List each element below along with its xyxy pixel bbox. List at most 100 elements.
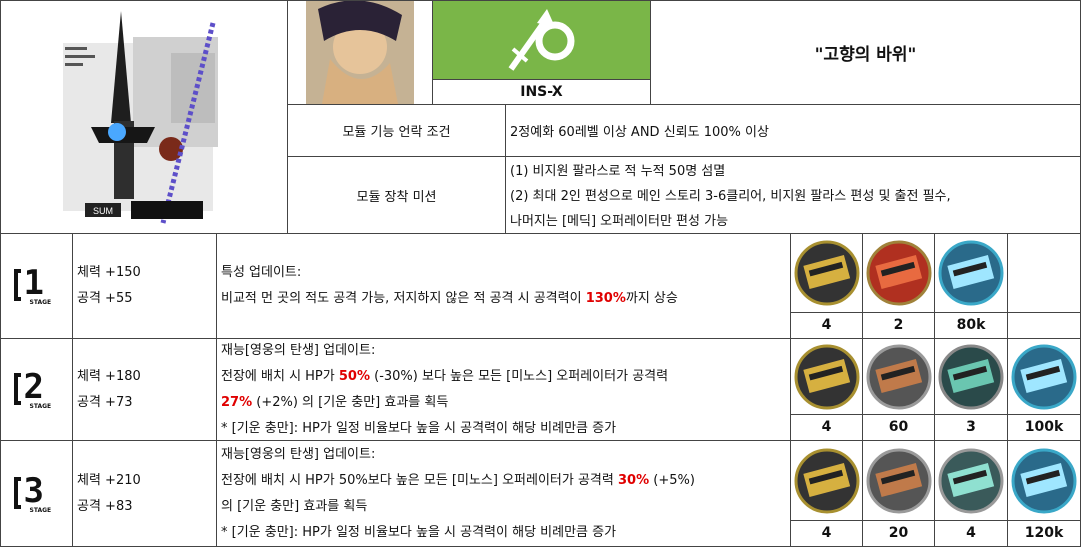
stage-word: STAGE [29,299,52,306]
material-cell-1-2: 2 [862,233,935,339]
mission-label-box: 모듈 장착 미션 [287,156,506,234]
desc-text: (+5%) [649,472,695,488]
desc-text: 까지 상승 [625,291,678,306]
material-cell-3-1: 4 [790,440,863,547]
stage-desc-2: 재능[영웅의 탄생] 업데이트: 전장에 배치 시 HP가 50% (-30%) … [216,338,791,441]
unlock-label-box: 모듈 기능 언락 조건 [287,104,506,157]
stat-atk: 공격 +55 [77,291,133,306]
desc-line-2: 전장에 배치 시 HP가 50%보다 높은 모든 [미노스] 오퍼레이터가 공격… [221,468,786,494]
material-count: 3 [935,414,1007,440]
module-data-block-icon [794,448,859,513]
material-icon-wrap [863,234,934,312]
data-supplement-instrument-icon [866,448,931,513]
desc-line-4: * [기운 충만]: HP가 일정 비율보다 높을 시 공격력이 해당 비례만큼… [221,420,617,436]
material-count: 4 [935,520,1007,546]
mission-material-icon [866,240,931,306]
stage-bracket-left [13,476,21,509]
stage-stats-1: 체력 +150 공격 +55 [72,233,217,339]
material-count: 120k [1008,520,1080,546]
module-title-box: "고향의 바위" [650,0,1081,105]
stage-stats-2: 체력 +180 공격 +73 [72,338,217,441]
material-count: 2 [863,312,934,338]
desc-highlight: 50% [338,368,370,384]
material-icon-wrap [863,339,934,414]
material-cell-3-4: 120k [1007,440,1081,547]
material-count: 20 [863,520,934,546]
mission-line-1: (1) 비지원 팔라스로 적 누적 50명 섬멸 [510,164,726,179]
desc-text: (+2%) 의 [기운 충만] 효과를 획득 [252,394,449,410]
unlock-value-box: 2정예화 60레벨 이상 AND 신뢰도 100% 이상 [505,104,1081,157]
operator-portrait-image [288,1,432,104]
material-icon-wrap [935,441,1007,520]
material-icon-wrap [1008,441,1080,520]
material-icon-wrap [863,441,934,520]
material-cell-1-4 [1007,233,1081,339]
material-icon-wrap [935,234,1007,312]
stage-bracket-left [13,269,21,301]
artwork-box: SUM [0,0,288,234]
stage-word: STAGE [29,402,52,410]
material-cell-1-1: 4 [790,233,863,339]
stage-badge-mark: 3 STAGE [13,471,60,517]
stage-badge-3: 3 STAGE [0,440,73,547]
material-cell-3-3: 4 [934,440,1008,547]
desc-line-3: 27% (+2%) 의 [기운 충만] 효과를 획득 [221,390,786,416]
material-count: 4 [791,312,862,338]
desc-text: 의 [기운 충만] 효과를 획득 [221,498,368,514]
material-count: 100k [1008,414,1080,440]
material-cell-2-1: 4 [790,338,863,441]
lmd-ticket-icon [938,240,1004,306]
unlock-value: 2정예화 60레벨 이상 AND 신뢰도 100% 이상 [510,125,769,140]
desc-text: (-30%) 보다 높은 모든 [미노스] 오퍼레이터가 공격력 [370,368,669,384]
data-supplement-stick-icon [866,344,931,409]
material-icon-wrap [1008,234,1080,312]
lmd-ticket-icon [1011,344,1077,409]
material-cell-3-2: 20 [862,440,935,547]
module-logo-area [433,1,650,79]
stage-badge-mark: 2 STAGE [13,366,60,413]
desc-text: 비교적 먼 곳의 적도 공격 가능, 저지하지 않은 적 공격 시 공격력이 [221,291,586,306]
desc-highlight: 130% [585,291,626,306]
desc-highlight: 27% [221,394,253,410]
empty-icon [1011,240,1077,306]
desc-line-1: 재능[영웅의 탄생] 업데이트: [221,342,376,358]
mission-line-2: (2) 최대 2인 편성으로 메인 스토리 3-6클리어, 비지원 팔라스 편성… [510,189,951,204]
desc-line-2: 전장에 배치 시 HP가 50% (-30%) 보다 높은 모든 [미노스] 오… [221,364,786,390]
desc-text: 전장에 배치 시 HP가 50%보다 높은 모든 [미노스] 오퍼레이터가 공격… [221,472,618,488]
mission-label: 모듈 장착 미션 [356,189,437,205]
stage-number: 2 [23,366,44,407]
material-icon-wrap [1008,339,1080,414]
module-code: INS-X [433,79,650,105]
crystal-electronic-unit-icon [938,448,1004,513]
stat-hp: 체력 +180 [77,368,141,384]
desc-line-1: 재능[영웅의 탄생] 업데이트: [221,446,376,462]
unlock-label: 모듈 기능 언락 조건 [342,125,451,140]
material-icon-wrap [791,339,862,414]
portrait-box [287,0,433,105]
material-cell-2-3: 3 [934,338,1008,441]
material-cell-1-3: 80k [934,233,1008,339]
desc-text: 전장에 배치 시 HP가 [221,368,339,384]
stage-desc-3: 재능[영웅의 탄생] 업데이트: 전장에 배치 시 HP가 50%보다 높은 모든… [216,440,791,547]
crystal-circuit-icon [938,344,1004,409]
material-count: 80k [935,312,1007,338]
stat-atk: 공격 +73 [77,394,133,410]
module-data-block-icon [794,240,859,306]
material-count: 4 [791,414,862,440]
stage-number: 1 [23,263,44,303]
stat-hp: 체력 +150 [77,265,141,280]
desc-line-3: 의 [기운 충만] 효과를 획득 [221,494,786,520]
stage-badge-1: 1 STAGE [0,233,73,339]
desc-line-4: * [기운 충만]: HP가 일정 비율보다 높을 시 공격력이 해당 비례만큼… [221,524,617,540]
module-title: "고향의 바위" [814,45,917,65]
stage-stats-3: 체력 +210 공격 +83 [72,440,217,547]
module-logo-icon [508,9,574,71]
material-count [1008,312,1080,338]
material-icon-wrap [791,234,862,312]
stage-desc-1: 특성 업데이트: 비교적 먼 곳의 적도 공격 가능, 저지하지 않은 적 공격 … [216,233,791,339]
module-artwork-image: SUM [63,11,218,224]
desc-line-1: 특성 업데이트: [221,265,302,280]
material-cell-2-4: 100k [1007,338,1081,441]
artwork-badge-text: SUM [93,206,113,216]
